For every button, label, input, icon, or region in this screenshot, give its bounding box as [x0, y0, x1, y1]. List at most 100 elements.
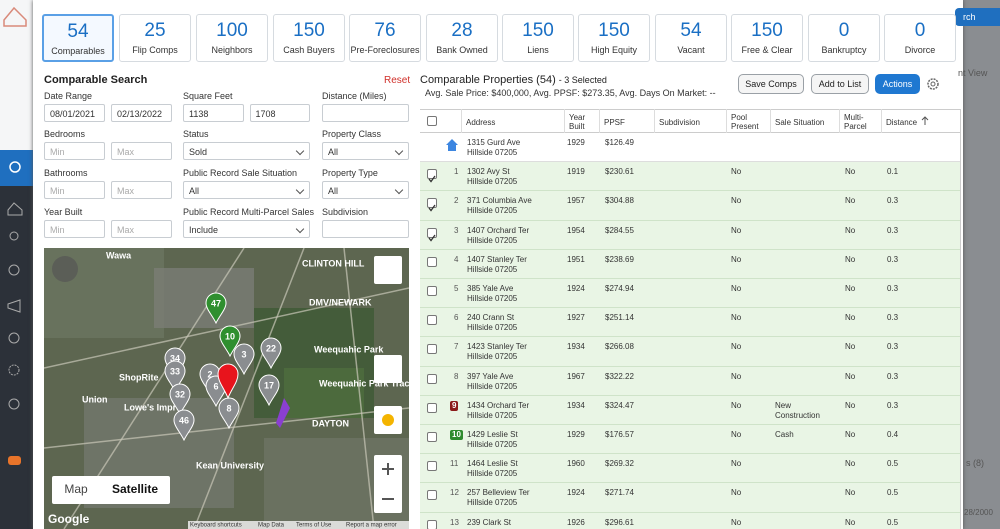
- comp-row[interactable]: [420, 395, 960, 425]
- comp-row[interactable]: [420, 220, 960, 250]
- map[interactable]: Wawa CLINTON HILL DMV/NEWARK Weequahic Park…: [44, 248, 409, 529]
- multi-parcel: No: [845, 167, 856, 177]
- input[interactable]: 1708: [249, 104, 310, 122]
- row-checkbox[interactable]: [427, 315, 437, 326]
- input[interactable]: Max: [111, 142, 172, 160]
- city: Hillside 07205: [467, 528, 517, 529]
- button[interactable]: Actions: [875, 74, 920, 94]
- input[interactable]: 1138: [183, 104, 244, 122]
- select[interactable]: Sold: [183, 142, 310, 160]
- stat-card[interactable]: 0 Bankruptcy: [808, 14, 880, 62]
- row-checkbox[interactable]: [427, 432, 437, 442]
- distance: 0.3: [887, 284, 899, 293]
- col-divider: [770, 109, 771, 133]
- sale-situation: Cash: [775, 430, 794, 439]
- input[interactable]: 02/13/2022: [111, 104, 172, 122]
- home-icon[interactable]: [7, 202, 23, 216]
- ppsf: $274.94: [605, 284, 634, 293]
- row-number: 4: [454, 254, 459, 264]
- stat-card[interactable]: 54 Vacant: [655, 14, 727, 62]
- map-pin-label: 3: [241, 349, 246, 359]
- reset-link[interactable]: Reset: [384, 75, 411, 86]
- stat-card[interactable]: 28 Bank Owned: [426, 14, 498, 62]
- row-number: 7: [454, 342, 459, 352]
- year-built: 1934: [567, 400, 585, 410]
- button[interactable]: Save Comps: [738, 74, 804, 94]
- stat-card[interactable]: 0 Divorce: [884, 14, 956, 62]
- select[interactable]: All: [183, 181, 310, 199]
- col-divider: [881, 109, 882, 133]
- user-icon[interactable]: [9, 231, 19, 241]
- row-number: 12: [450, 488, 459, 498]
- comp-row[interactable]: [420, 279, 960, 309]
- comp-row[interactable]: [420, 162, 960, 192]
- comp-row[interactable]: [420, 191, 960, 221]
- input[interactable]: Max: [111, 220, 172, 238]
- map-road: [44, 407, 409, 449]
- address: 239 Clark St: [467, 517, 512, 527]
- input[interactable]: Min: [44, 181, 105, 199]
- stat-card[interactable]: 25 Flip Comps: [119, 14, 191, 62]
- select[interactable]: Include: [183, 220, 310, 238]
- sidebar: [0, 150, 33, 529]
- bg-count: s (8): [966, 458, 984, 468]
- column-header: PPSF: [604, 117, 625, 127]
- row-checkbox[interactable]: [427, 344, 437, 355]
- comp-row[interactable]: [420, 366, 960, 396]
- row-checkbox[interactable]: [427, 256, 437, 267]
- help-icon[interactable]: [8, 332, 20, 344]
- button[interactable]: Add to List: [811, 74, 869, 94]
- row-checkbox[interactable]: [427, 519, 437, 529]
- sidebar-active[interactable]: [0, 150, 33, 186]
- comp-row[interactable]: [420, 425, 960, 455]
- stat-card[interactable]: 150 Free & Clear: [731, 14, 803, 62]
- year-built: 1951: [567, 254, 585, 264]
- comp-row[interactable]: [420, 308, 960, 338]
- power-icon[interactable]: [8, 398, 20, 410]
- input[interactable]: Min: [44, 220, 105, 238]
- stat-card[interactable]: 150 Cash Buyers: [273, 14, 345, 62]
- input[interactable]: Max: [111, 181, 172, 199]
- stat-card[interactable]: 100 Neighbors: [196, 14, 268, 62]
- row-checkbox[interactable]: [427, 286, 437, 296]
- stat-label: Free & Clear: [741, 45, 793, 55]
- year-built: 1967: [567, 371, 585, 381]
- map-pin: [218, 397, 240, 430]
- comp-row[interactable]: [420, 337, 960, 367]
- sort-arrow[interactable]: [921, 116, 929, 126]
- distance: 0.1: [887, 167, 899, 177]
- row-checkbox[interactable]: [427, 198, 437, 212]
- stat-card[interactable]: 150 Liens: [502, 14, 574, 62]
- city: Hillside 07205: [467, 235, 518, 245]
- select[interactable]: All: [322, 181, 409, 199]
- row-checkbox[interactable]: [427, 227, 437, 242]
- row-number: 8: [454, 371, 459, 381]
- input[interactable]: Min: [44, 142, 105, 160]
- header-checkbox[interactable]: [427, 116, 437, 126]
- settings-icon[interactable]: [8, 364, 20, 376]
- input[interactable]: [322, 104, 409, 122]
- row-checkbox[interactable]: [427, 373, 437, 384]
- input[interactable]: 08/01/2021: [44, 104, 105, 122]
- stat-value: 0: [914, 20, 926, 41]
- comp-row[interactable]: [420, 512, 960, 529]
- stat-card[interactable]: 76 Pre-Foreclosures: [349, 14, 421, 62]
- select[interactable]: All: [322, 142, 409, 160]
- stat-card[interactable]: 150 High Equity: [578, 14, 650, 62]
- address: 1423 Stanley Ter: [467, 342, 527, 352]
- row-checkbox[interactable]: [427, 490, 437, 501]
- comp-row[interactable]: [420, 483, 960, 513]
- search-icon[interactable]: [9, 161, 21, 173]
- input[interactable]: [322, 220, 409, 238]
- stat-value: 76: [374, 20, 396, 41]
- row-checkbox[interactable]: [427, 169, 437, 183]
- row-checkbox[interactable]: [427, 461, 437, 472]
- stat-card[interactable]: 54 Comparables: [42, 14, 114, 62]
- comp-row[interactable]: [420, 249, 960, 279]
- comp-row[interactable]: [420, 454, 960, 484]
- chat-icon[interactable]: [8, 456, 21, 465]
- gear-icon[interactable]: [925, 76, 941, 92]
- megaphone-icon[interactable]: [7, 299, 21, 313]
- find-icon[interactable]: [8, 264, 20, 276]
- row-checkbox[interactable]: [427, 402, 437, 413]
